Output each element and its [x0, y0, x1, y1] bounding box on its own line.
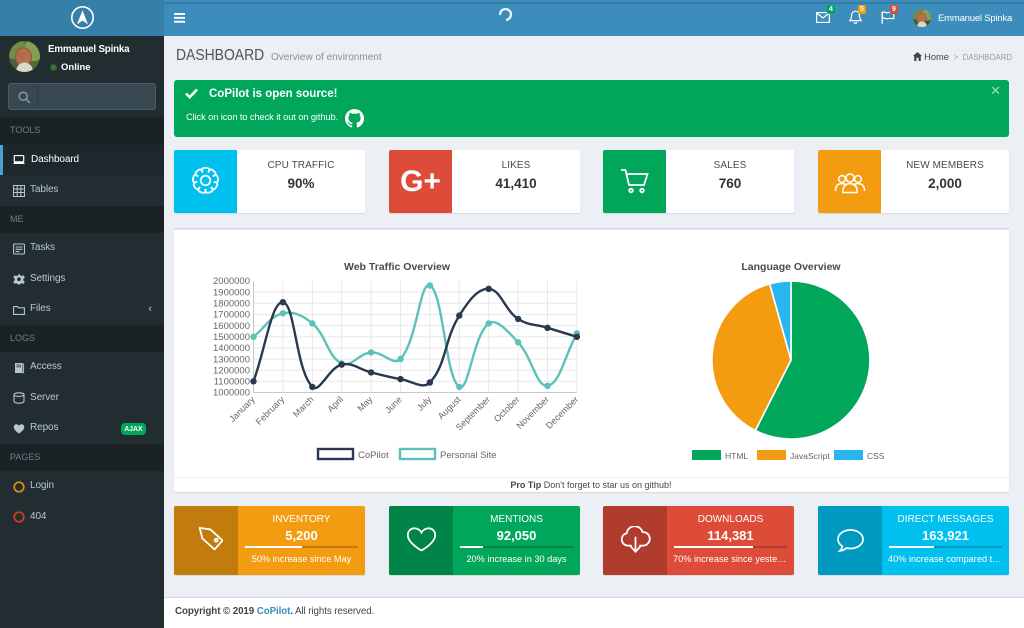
svg-text:1100000: 1100000 [214, 377, 250, 388]
svg-text:1300000: 1300000 [213, 354, 250, 365]
svg-text:May: May [355, 394, 374, 413]
svg-text:July: July [415, 394, 434, 413]
svg-text:1700000: 1700000 [213, 310, 250, 321]
svg-text:1800000: 1800000 [213, 299, 250, 310]
svg-text:August: August [436, 394, 463, 421]
svg-text:October: October [492, 394, 522, 424]
svg-text:1000000: 1000000 [213, 388, 250, 399]
svg-text:June: June [383, 394, 404, 415]
svg-text:April: April [325, 394, 345, 414]
svg-text:Language Overview: Language Overview [741, 261, 841, 273]
svg-text:CoPilot: CoPilot [358, 450, 389, 461]
svg-text:February: February [254, 394, 287, 427]
svg-text:1900000: 1900000 [213, 287, 250, 298]
svg-text:JavaScript: JavaScript [790, 451, 830, 461]
svg-text:March: March [291, 394, 316, 419]
svg-text:Web Traffic Overview: Web Traffic Overview [344, 261, 451, 273]
svg-text:1600000: 1600000 [213, 321, 250, 332]
svg-text:2000000: 2000000 [213, 276, 250, 287]
svg-text:December: December [544, 394, 580, 430]
svg-text:1400000: 1400000 [213, 343, 250, 354]
svg-text:Personal Site: Personal Site [440, 450, 497, 461]
svg-text:1200000: 1200000 [213, 365, 250, 376]
svg-text:HTML: HTML [725, 451, 748, 461]
svg-text:CSS: CSS [867, 451, 885, 461]
svg-text:1500000: 1500000 [213, 332, 250, 343]
svg-text:Pro Tip Don't forget to star u: Pro Tip Don't forget to star us on githu… [510, 480, 671, 490]
